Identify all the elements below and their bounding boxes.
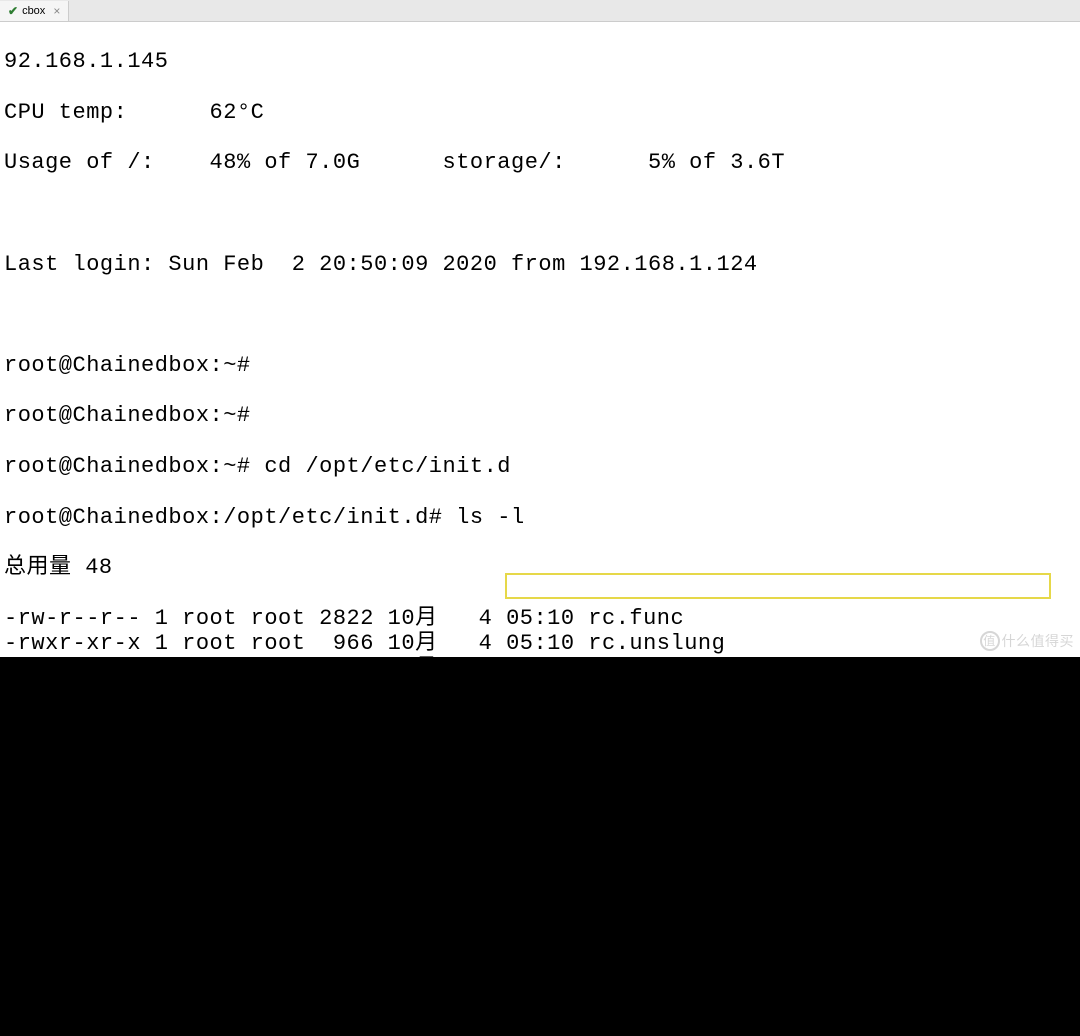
usage-line: Usage of /: 48% of 7.0G storage/: 5% of … [4,150,1076,175]
total-line: 总用量 48 [4,555,1076,580]
blank-line [4,302,1076,327]
file-listing: -rw-r--r-- 1 root root 2822 10月 4 05:10 … [4,606,1076,910]
file-row: -rwxr-xr-x 1 root root 716 10月 4 05:10 S… [4,758,1076,783]
file-row: -rwxr-xr-x 1 root root 232 10月 4 05:10 S… [4,707,1076,732]
cpu-line: CPU temp: 62°C [4,100,1076,125]
file-row: -rwxr-xr-x 1 root root 218 10月 4 05:10 S… [4,656,1076,681]
file-row: -rwxr-xr-x 1 root root 322 2月 2 12:17 S8… [4,834,1076,859]
tab-check-icon: ✔ [8,4,18,18]
file-row: -rwxr-xr-x 1 root root 212 11月 3 10:27 S… [4,682,1076,707]
file-row: -rwxr-xr-x 1 root root 252 10月 4 05:10 _… [4,884,1076,909]
tab-title: cbox [22,5,45,17]
file-row: -rwxr-xr-x 1 root root 294 10月 4 05:10 _… [4,859,1076,884]
prompt-line: root@Chainedbox:~# [4,353,1076,378]
file-row: -rwxr-xr-x 1 root root 231 10月 4 05:10 S… [4,732,1076,757]
blank-line [4,201,1076,226]
prompt-cmd-line: root@Chainedbox:~# cd /opt/etc/init.d [4,454,1076,479]
tab-cbox[interactable]: ✔ cbox × [0,1,69,21]
prompt-cmd-line: root@Chainedbox:/opt/etc/init.d# ls -l [4,505,1076,530]
ip-line: 92.168.1.145 [4,49,1076,74]
tab-bar: ✔ cbox × [0,0,1080,22]
prompt-line: root@Chainedbox:/opt/etc/init.d# [4,935,1076,960]
terminal-content[interactable]: 92.168.1.145 CPU temp: 62°C Usage of /: … [0,22,1080,657]
file-row: -rw-r--r-- 1 root root 2822 10月 4 05:10 … [4,606,1076,631]
close-icon[interactable]: × [53,4,60,18]
file-row: -rwxr-xr-x 1 root root 518 10月 4 05:10 S… [4,808,1076,833]
file-row: -rwxr-xr-x 1 root root 966 10月 4 05:10 r… [4,631,1076,656]
last-login-line: Last login: Sun Feb 2 20:50:09 2020 from… [4,252,1076,277]
prompt-line: root@Chainedbox:~# [4,403,1076,428]
file-row: -rwxr-xr-x 1 root root 239 10月 6 17:27 S… [4,783,1076,808]
